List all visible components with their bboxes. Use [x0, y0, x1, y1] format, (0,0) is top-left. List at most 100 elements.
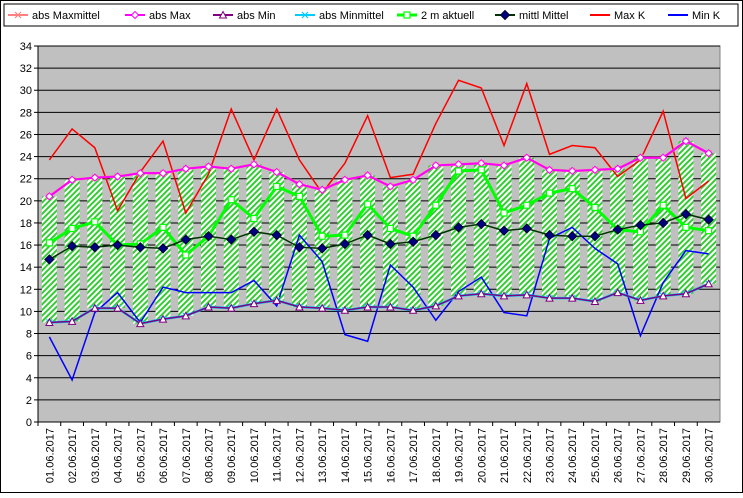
data-point: [203, 231, 214, 242]
x-tick-label: 13.06.2017: [317, 428, 329, 483]
legend-label: abs Max: [149, 10, 191, 22]
data-point: [430, 229, 442, 241]
data-point: [704, 149, 713, 158]
data-point: [250, 214, 258, 223]
data-point: [68, 224, 76, 233]
x-tick-label: 19.06.2017: [454, 428, 466, 483]
data-point: [318, 232, 326, 240]
data-point: [113, 172, 122, 181]
y-tick-label: 30: [20, 85, 32, 97]
data-point: [498, 225, 510, 236]
data-point: [476, 218, 487, 230]
series-abs-min: [45, 279, 713, 328]
data-point: [453, 222, 464, 233]
x-tick-label: 01.06.2017: [44, 428, 56, 483]
data-point: [522, 290, 532, 299]
series-min-k: [48, 226, 709, 382]
x-tick-label: 26.06.2017: [613, 428, 625, 483]
data-point: [636, 153, 645, 162]
data-point: [317, 185, 327, 194]
data-point: [249, 299, 259, 308]
data-point: [136, 168, 145, 178]
data-point: [66, 240, 78, 252]
y-tick-label: 4: [26, 373, 32, 385]
data-point: [363, 302, 372, 311]
y-tick-label: 20: [20, 196, 32, 208]
y-tick-label: 18: [20, 218, 32, 230]
data-point: [431, 161, 441, 170]
data-point: [363, 171, 372, 180]
data-point: [159, 223, 167, 231]
x-tick-label: 06.06.2017: [158, 428, 170, 483]
data-point: [158, 168, 168, 178]
legend-label: Min K: [692, 10, 721, 22]
x-tick-label: 18.06.2017: [431, 428, 443, 483]
y-tick-label: 28: [20, 107, 32, 119]
data-point: [181, 311, 191, 320]
y-tick-label: 16: [20, 240, 32, 252]
data-point: [339, 238, 351, 250]
data-point: [14, 11, 22, 19]
data-point: [386, 182, 395, 191]
data-point: [658, 291, 668, 300]
data-point: [386, 302, 395, 311]
x-tick-label: 08.06.2017: [204, 428, 216, 483]
data-point: [90, 303, 100, 312]
y-tick-label: 2: [26, 395, 32, 407]
legend-item: Min K: [668, 10, 721, 22]
data-point: [591, 203, 599, 212]
data-point: [227, 196, 235, 204]
data-point: [454, 167, 463, 175]
y-tick-label: 32: [20, 63, 32, 75]
y-tick-label: 12: [20, 284, 32, 296]
legend-item: Max K: [590, 10, 646, 22]
legend-label: mittl Mittel: [519, 10, 569, 22]
legend-label: 2 m aktuell: [421, 10, 474, 22]
series-line: [49, 283, 709, 325]
x-tick-label: 28.06.2017: [658, 428, 670, 483]
data-point: [545, 165, 554, 175]
data-point: [590, 296, 600, 305]
x-tick-label: 30.06.2017: [704, 428, 716, 483]
data-point: [681, 136, 691, 146]
data-point: [635, 219, 646, 231]
data-point: [316, 243, 328, 254]
data-point: [362, 229, 373, 241]
y-tick-label: 26: [20, 129, 32, 141]
data-point: [704, 279, 713, 288]
data-point: [522, 153, 531, 162]
data-point: [226, 234, 237, 245]
x-tick-label: 11.06.2017: [272, 428, 284, 482]
data-point: [682, 223, 690, 231]
data-point: [499, 161, 509, 170]
x-tick-label: 10.06.2017: [249, 428, 261, 483]
data-point: [182, 251, 190, 259]
series-abs-max: [45, 136, 713, 201]
x-tick-label: 05.06.2017: [135, 428, 147, 483]
x-tick-label: 24.06.2017: [567, 428, 579, 483]
data-point: [67, 316, 77, 325]
y-tick-label: 10: [20, 306, 32, 318]
data-point: [613, 164, 622, 173]
data-point: [680, 208, 692, 220]
x-tick-label: 02.06.2017: [67, 428, 79, 483]
data-point: [340, 175, 350, 185]
legend-label: abs Minmittel: [319, 10, 384, 22]
x-tick-label: 12.06.2017: [294, 428, 306, 483]
y-tick-label: 0: [26, 417, 32, 429]
data-point: [499, 9, 511, 21]
y-tick-label: 24: [20, 152, 32, 164]
data-point: [659, 201, 667, 209]
legend-item: abs Minmittel: [295, 10, 384, 22]
legend-item: abs Min: [213, 10, 276, 22]
data-point: [272, 167, 281, 177]
data-point: [113, 303, 122, 312]
data-point: [636, 295, 645, 304]
x-tick-label: 09.06.2017: [226, 428, 238, 483]
data-point: [295, 180, 304, 189]
x-tick-label: 03.06.2017: [90, 428, 102, 483]
y-tick-label: 8: [26, 329, 32, 341]
legend-label: Max K: [614, 10, 646, 22]
series-lines: [44, 79, 714, 382]
